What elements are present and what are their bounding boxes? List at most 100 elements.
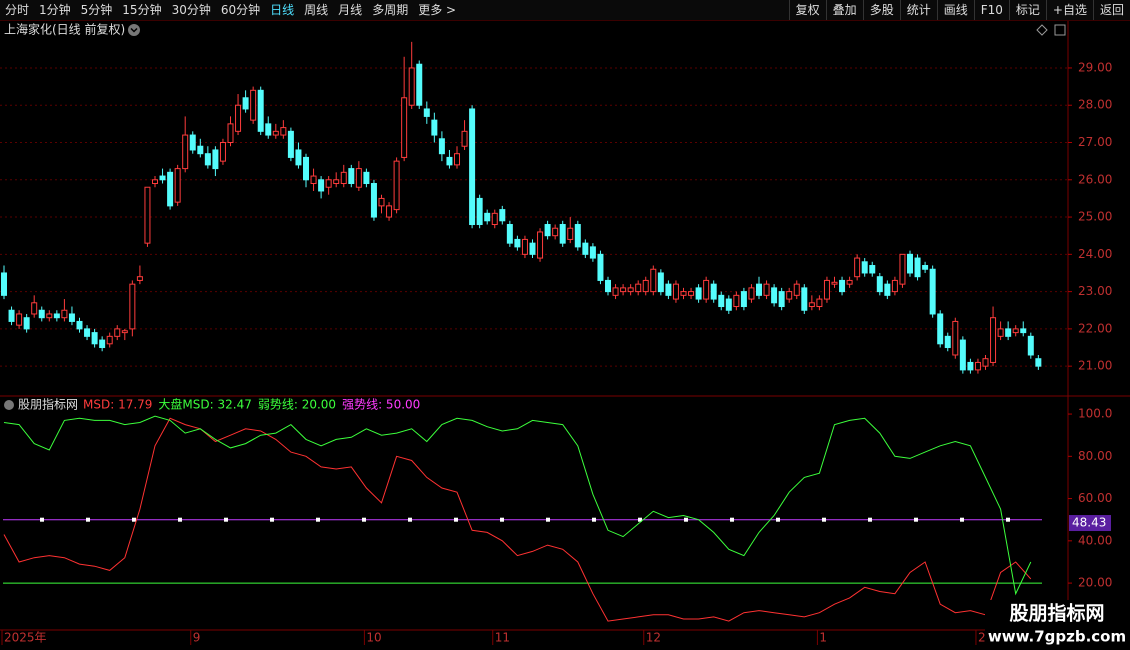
period-tab[interactable]: 月线	[338, 3, 363, 17]
candle-body	[1020, 328, 1027, 334]
period-tab[interactable]: 更多 >	[418, 3, 457, 17]
candle-body	[469, 108, 476, 226]
candle-body	[710, 283, 717, 300]
tool-button[interactable]: 统计	[899, 0, 937, 20]
watermark-url: www.7gpzb.com	[988, 628, 1126, 646]
strong-line-dot	[316, 517, 320, 522]
watermark-title: 股朋指标网	[1009, 603, 1104, 625]
period-tab[interactable]: 周线	[304, 3, 329, 17]
period-tab[interactable]: 分时	[5, 3, 30, 17]
toolbar: 分时 1分钟 5分钟 15分钟 30分钟 60分钟 日线 周线 月线 多周期 更多 > 复权 叠加 多股…	[0, 0, 1130, 21]
period-tab[interactable]: 60分钟	[220, 3, 261, 17]
strong-line-dot	[86, 517, 90, 522]
candle-body	[891, 279, 898, 293]
candle-body	[23, 317, 30, 330]
tool-button[interactable]: 复权	[788, 0, 826, 20]
candle-body	[680, 291, 687, 296]
title-menu-icon[interactable]	[128, 24, 140, 36]
candle-body	[665, 283, 672, 296]
candle-body	[144, 186, 151, 244]
candle-body	[990, 317, 997, 363]
candle-body	[114, 328, 121, 337]
y-tick-label: 29.00	[1078, 60, 1112, 74]
watermark-box	[985, 600, 1130, 650]
candle-body	[38, 309, 45, 319]
background	[0, 21, 1130, 650]
strong-line-dot	[546, 517, 550, 522]
candle-body	[914, 257, 921, 278]
indicator-name: 股朋指标网	[18, 397, 78, 412]
candle-body	[756, 283, 762, 296]
candle-body	[854, 257, 861, 278]
candle-body	[627, 287, 634, 293]
strong-line-dot	[638, 517, 642, 522]
tool-button[interactable]: 画线	[936, 0, 974, 20]
candle-body	[657, 272, 664, 293]
candle-body	[363, 171, 370, 185]
strong-line-dot	[914, 517, 918, 522]
candle-body	[635, 283, 642, 293]
candle-body	[355, 168, 362, 188]
candle-body	[53, 313, 60, 319]
candle-body	[8, 309, 15, 322]
y-tick-label: 23.00	[1078, 284, 1112, 298]
candle-body	[84, 328, 91, 337]
date-label: 12	[646, 631, 661, 645]
date-label: 1	[819, 631, 827, 645]
candle-body	[106, 335, 113, 345]
period-tab[interactable]: 多周期	[372, 3, 409, 17]
strong-line-dot	[454, 517, 458, 522]
period-tab[interactable]: 15分钟	[122, 3, 162, 17]
candle-body	[725, 298, 732, 311]
tool-button[interactable]: F10	[973, 0, 1009, 20]
candle-body	[748, 287, 755, 300]
y-tick-label: 20.00	[1078, 576, 1112, 590]
candle-body	[974, 361, 981, 371]
diamond-icon[interactable]	[1036, 24, 1048, 36]
candle-body	[61, 309, 68, 319]
candle-body	[242, 97, 249, 110]
date-label: 10	[366, 631, 381, 645]
candle-body	[793, 283, 800, 296]
indicator-legend: 大盘MSD: 32.47	[158, 397, 251, 412]
candle-body	[695, 287, 702, 300]
window-icon[interactable]	[1054, 24, 1066, 36]
candle-body	[204, 153, 211, 166]
candle-body	[431, 119, 438, 136]
candle-body	[567, 227, 574, 240]
candle-body	[861, 261, 868, 274]
candle-body	[559, 224, 566, 244]
tool-button[interactable]: +自选	[1045, 0, 1093, 20]
indicator-menu-icon[interactable]	[4, 400, 14, 410]
candle-body	[718, 294, 725, 308]
candle-body	[589, 246, 596, 259]
candle-body	[136, 276, 143, 281]
candle-body	[401, 97, 408, 158]
strong-line-dot	[730, 517, 734, 522]
candle-body	[839, 279, 846, 293]
candle-body	[250, 89, 257, 121]
tool-button[interactable]: 返回	[1092, 0, 1130, 20]
candle-body	[612, 287, 619, 296]
y-tick-label: 22.00	[1078, 321, 1112, 335]
candle-body	[763, 283, 770, 296]
tool-button[interactable]: 标记	[1008, 0, 1046, 20]
candle-body	[461, 130, 468, 147]
candle-body	[831, 281, 838, 285]
candle-body	[982, 358, 989, 367]
period-tab[interactable]: 日线	[270, 3, 295, 17]
candle-body	[408, 67, 415, 106]
candle-body	[537, 231, 544, 259]
candle-body	[688, 291, 695, 296]
candle-body	[227, 123, 234, 144]
period-tab[interactable]: 30分钟	[171, 3, 211, 17]
period-tab[interactable]: 5分钟	[80, 3, 113, 17]
period-tab[interactable]: 1分钟	[39, 3, 71, 17]
strong-line-dot	[868, 517, 872, 522]
y-tick-label: 27.00	[1078, 135, 1112, 149]
period-tabs: 分时 1分钟 5分钟 15分钟 30分钟 60分钟 日线 周线 月线 多周期 更多 >	[0, 0, 461, 20]
tool-button[interactable]: 多股	[862, 0, 900, 20]
tool-button[interactable]: 叠加	[825, 0, 863, 20]
candle-body	[672, 283, 679, 300]
